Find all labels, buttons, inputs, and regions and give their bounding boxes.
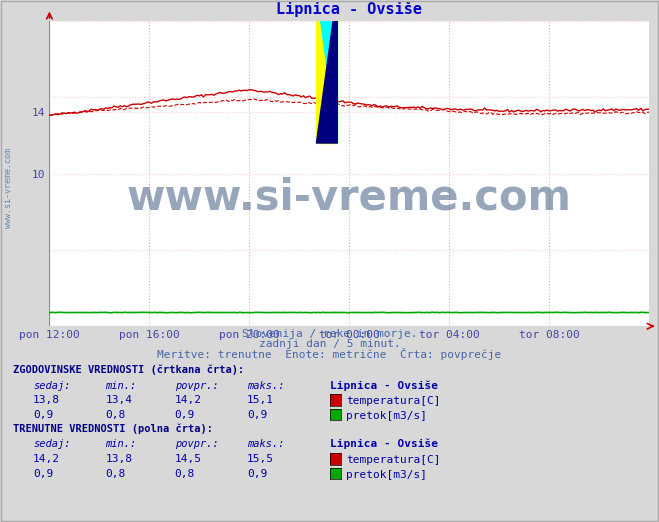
Text: ZGODOVINSKE VREDNOSTI (črtkana črta):: ZGODOVINSKE VREDNOSTI (črtkana črta):: [13, 365, 244, 375]
Text: Lipnica - Ovsiše: Lipnica - Ovsiše: [330, 439, 438, 449]
Text: maks.:: maks.:: [247, 440, 285, 449]
Text: sedaj:: sedaj:: [33, 440, 71, 449]
Text: Meritve: trenutne  Enote: metrične  Črta: povprečje: Meritve: trenutne Enote: metrične Črta: …: [158, 348, 501, 360]
Text: 0,9: 0,9: [175, 410, 195, 420]
Text: TRENUTNE VREDNOSTI (polna črta):: TRENUTNE VREDNOSTI (polna črta):: [13, 424, 213, 434]
Polygon shape: [316, 0, 337, 143]
Text: www.si-vreme.com: www.si-vreme.com: [127, 177, 572, 219]
Text: 15,5: 15,5: [247, 454, 274, 464]
Text: 14,2: 14,2: [175, 395, 202, 405]
Text: pretok[m3/s]: pretok[m3/s]: [346, 411, 427, 421]
Text: 0,9: 0,9: [247, 469, 268, 479]
Text: 0,8: 0,8: [175, 469, 195, 479]
Text: temperatura[C]: temperatura[C]: [346, 396, 440, 407]
Text: 0,9: 0,9: [33, 469, 53, 479]
Text: povpr.:: povpr.:: [175, 440, 218, 449]
Text: 13,8: 13,8: [105, 454, 132, 464]
Text: Lipnica - Ovsiše: Lipnica - Ovsiše: [330, 381, 438, 391]
Text: 0,9: 0,9: [33, 410, 53, 420]
Text: 14,5: 14,5: [175, 454, 202, 464]
Text: Slovenija / reke in morje.: Slovenija / reke in morje.: [242, 329, 417, 339]
Text: min.:: min.:: [105, 381, 136, 391]
Text: www.si-vreme.com: www.si-vreme.com: [4, 148, 13, 228]
Text: 13,4: 13,4: [105, 395, 132, 405]
Text: 0,8: 0,8: [105, 410, 126, 420]
Title: Lipnica - Ovsiše: Lipnica - Ovsiše: [276, 1, 422, 17]
Text: 0,8: 0,8: [105, 469, 126, 479]
Text: 14,2: 14,2: [33, 454, 60, 464]
Text: min.:: min.:: [105, 440, 136, 449]
Text: pretok[m3/s]: pretok[m3/s]: [346, 470, 427, 480]
Text: sedaj:: sedaj:: [33, 381, 71, 391]
Text: temperatura[C]: temperatura[C]: [346, 455, 440, 466]
Text: 15,1: 15,1: [247, 395, 274, 405]
Bar: [316, 0, 337, 143]
Text: 0,9: 0,9: [247, 410, 268, 420]
Text: zadnji dan / 5 minut.: zadnji dan / 5 minut.: [258, 339, 401, 349]
Polygon shape: [316, 0, 337, 143]
Text: maks.:: maks.:: [247, 381, 285, 391]
Text: 13,8: 13,8: [33, 395, 60, 405]
Text: povpr.:: povpr.:: [175, 381, 218, 391]
